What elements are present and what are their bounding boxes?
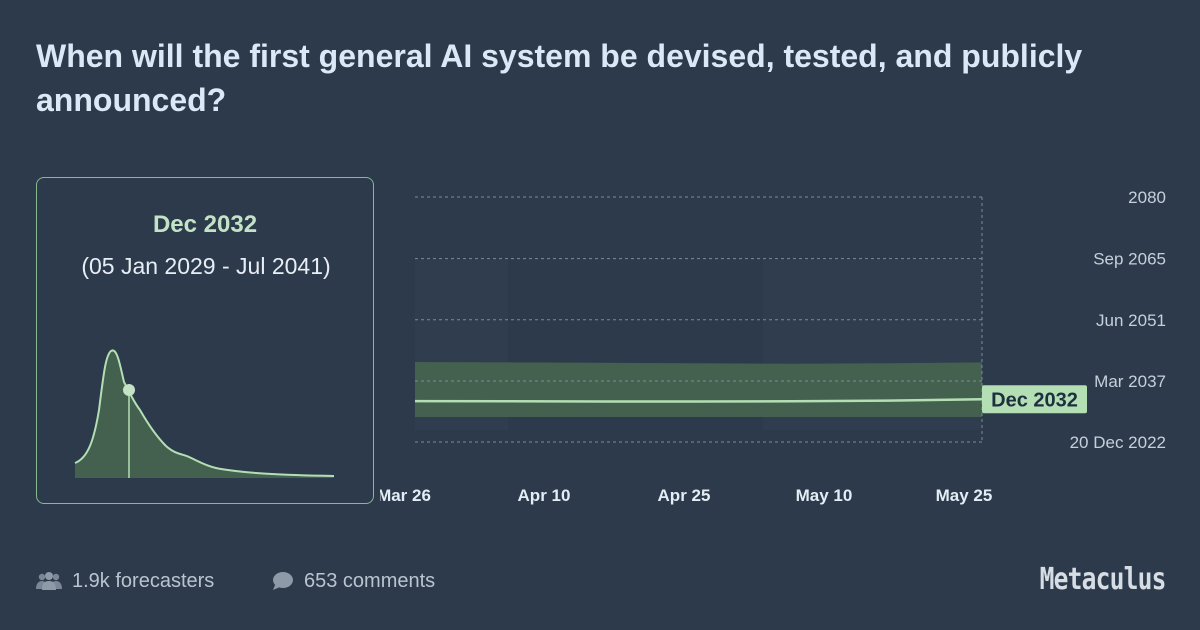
confidence-range: (05 Jan 2029 - Jul 2041)	[77, 249, 335, 284]
y-tick-label-3: Sep 2065	[1093, 250, 1166, 269]
comments-stat: 653 comments	[272, 566, 435, 596]
forecasters-count: 1.9k forecasters	[72, 569, 215, 592]
current-value-label-bg	[982, 385, 1087, 414]
users-icon	[36, 572, 62, 590]
x-tick-label-4: May 25	[936, 486, 993, 505]
confidence-band-area	[415, 362, 982, 417]
question-title: When will the first general AI system be…	[36, 38, 1083, 118]
x-axis-ticks: Mar 26 Apr 10 Apr 25 May 10 May 25	[380, 486, 992, 505]
confidence-band	[415, 362, 982, 417]
median-marker-dot	[123, 384, 135, 396]
median-series	[414, 398, 983, 403]
metaculus-logo: Metaculus	[1040, 562, 1167, 597]
comments-count: 653 comments	[304, 569, 436, 592]
range-separator: -	[215, 253, 237, 279]
x-tick-label-0: Mar 26	[380, 486, 431, 505]
y-tick-label-1: Mar 2037	[1094, 372, 1166, 391]
probability-density-chart	[74, 349, 335, 478]
y-tick-label-2: Jun 2051	[1096, 311, 1166, 330]
y-tick-label-4: 2080	[1128, 188, 1166, 207]
y-tick-label-0: 20 Dec 2022	[1070, 433, 1166, 452]
median-line	[414, 398, 983, 403]
median-value: Dec 2032	[152, 211, 258, 238]
range-end: Jul 2041)	[236, 253, 331, 279]
density-fill	[75, 350, 334, 478]
x-tick-label-1: Apr 10	[518, 486, 571, 505]
current-value-label-group: Dec 2032	[982, 385, 1087, 414]
x-tick-label-2: Apr 25	[658, 486, 711, 505]
forecasters-stat: 1.9k forecasters	[36, 566, 214, 596]
density-curve	[74, 349, 335, 477]
y-axis-ticks: 20 Dec 2022 Mar 2037 Jun 2051 Sep 2065 2080	[1070, 188, 1166, 452]
forecast-summary-card: Dec 2032 (05 Jan 2029 - Jul 2041)	[36, 177, 374, 504]
comment-bubble-icon	[273, 572, 293, 590]
range-start: (05 Jan 2029	[81, 253, 216, 279]
x-tick-label-3: May 10	[796, 486, 853, 505]
current-value-label: Dec 2032	[991, 389, 1078, 411]
